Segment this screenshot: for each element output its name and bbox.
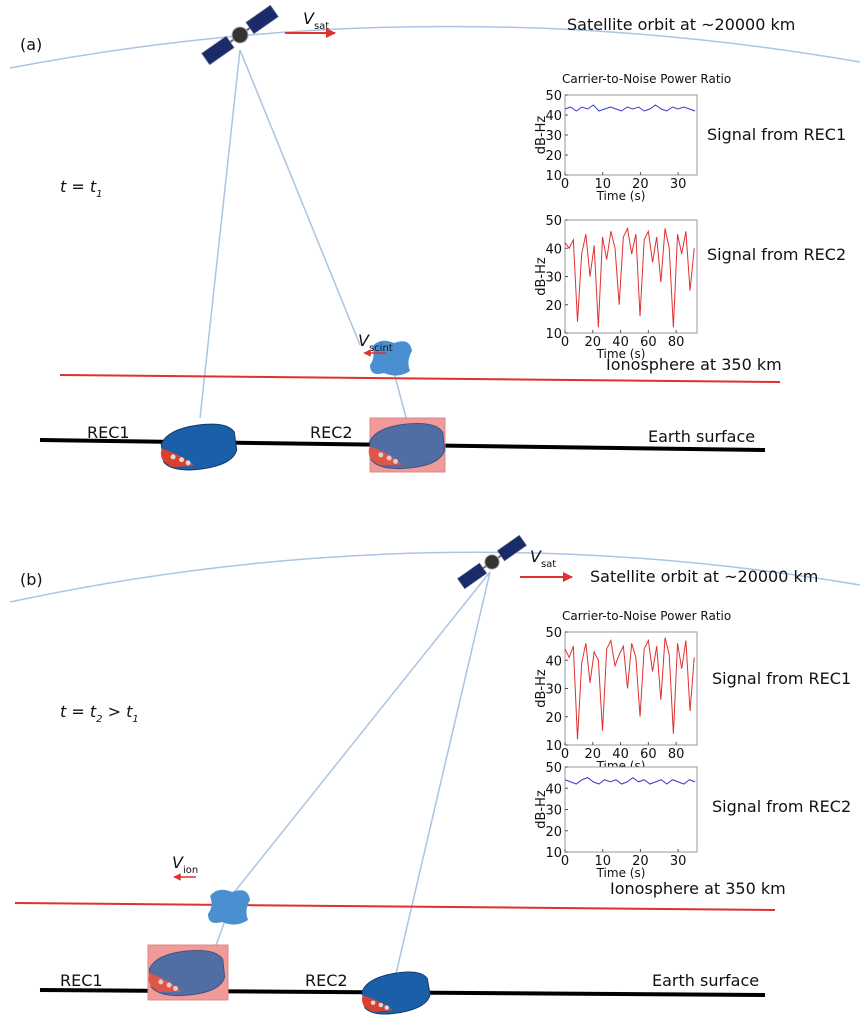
receiver-label: REC2 — [310, 423, 353, 442]
signal-line — [564, 226, 695, 328]
y-tick-label: 50 — [545, 89, 562, 104]
x-tick-label: 0 — [561, 747, 569, 762]
time-label: t = t2 > t1 — [60, 702, 139, 725]
y-tick-label: 40 — [545, 654, 562, 669]
x-tick-label: 40 — [612, 747, 629, 762]
t: t = t — [60, 702, 97, 721]
signal-label: Signal from REC2 — [712, 797, 851, 816]
y-tick-label: 40 — [545, 242, 562, 257]
velocity-label: Vsat — [530, 547, 556, 570]
x-tick-label: 10 — [594, 854, 611, 869]
signal-label: Signal from REC2 — [707, 245, 846, 264]
t: > t — [103, 702, 134, 721]
y-tick-label: 10 — [545, 169, 562, 184]
y-tick-label: 30 — [545, 804, 562, 819]
y-tick-label: 20 — [545, 711, 562, 726]
x-tick-label: 60 — [640, 335, 657, 350]
panel-a: (a) Vsat Satellite orbit at ~20000 km t … — [9, 3, 861, 475]
x-tick-label: 20 — [585, 747, 602, 762]
y-tick-label: 30 — [545, 683, 562, 698]
signal-label: Signal from REC1 — [707, 125, 846, 144]
plot-frame — [564, 94, 698, 176]
panel-b: (b) Vsat Satellite orbit at ~20000 km t … — [9, 533, 861, 1020]
ionosphere-label: Ionosphere at 350 km — [610, 879, 786, 898]
y-tick-label: 20 — [545, 825, 562, 840]
earth-label: Earth surface — [652, 971, 759, 990]
t: t = t — [60, 177, 97, 196]
y-axis-label: dB-Hz — [534, 790, 549, 829]
v: V — [172, 853, 184, 872]
time-label: t = t1 — [60, 177, 103, 200]
velocity-label: Vscint — [358, 331, 393, 354]
signal-line — [564, 776, 696, 785]
y-tick-label: 30 — [545, 129, 562, 144]
y-axis-label: dB-Hz — [534, 669, 549, 708]
y-tick-label: 10 — [545, 739, 562, 754]
earth-label: Earth surface — [648, 427, 755, 446]
x-tick-label: 60 — [640, 747, 657, 762]
chart-title: Carrier-to-Noise Power Ratio — [562, 609, 731, 623]
y-axis-label: dB-Hz — [534, 257, 549, 296]
orbit-label: Satellite orbit at ~20000 km — [590, 567, 818, 586]
x-tick-label: 0 — [561, 335, 569, 350]
plot-frame — [564, 219, 698, 334]
v-sub: scint — [369, 343, 393, 354]
receiver-label: REC1 — [60, 971, 103, 990]
ionosphere-label: Ionosphere at 350 km — [606, 355, 782, 374]
y-tick-label: 10 — [545, 327, 562, 342]
x-axis-label: Time (s) — [596, 189, 646, 203]
t-sub: 1 — [96, 189, 102, 200]
receiver-label: REC2 — [305, 971, 348, 990]
chart-title: Carrier-to-Noise Power Ratio — [562, 72, 731, 86]
x-tick-label: 40 — [612, 335, 629, 350]
velocity-label: Vion — [172, 853, 198, 876]
x-tick-label: 20 — [632, 854, 649, 869]
x-tick-label: 0 — [561, 854, 569, 869]
x-tick-label: 0 — [561, 177, 569, 192]
y-tick-label: 20 — [545, 299, 562, 314]
v: V — [303, 9, 315, 28]
signal-label: Signal from REC1 — [712, 669, 851, 688]
x-tick-label: 10 — [594, 177, 611, 192]
y-tick-label: 20 — [545, 149, 562, 164]
orbit-label: Satellite orbit at ~20000 km — [567, 15, 795, 34]
x-tick-label: 30 — [670, 177, 687, 192]
mini-chart: 10 20 30 40 50 0 20 40 60 80 dB-Hz Time (s) Signal f… — [534, 214, 846, 361]
x-axis-label: Time (s) — [596, 866, 646, 880]
x-tick-label: 30 — [670, 854, 687, 869]
v: V — [530, 547, 542, 566]
y-tick-label: 50 — [545, 761, 562, 776]
panel-label: (a) — [20, 35, 42, 54]
y-tick-label: 40 — [545, 109, 562, 124]
x-tick-label: 80 — [668, 747, 685, 762]
receiver-label: REC1 — [87, 423, 130, 442]
x-axis-label: Time (s) — [596, 347, 646, 361]
v-sub: ion — [183, 865, 198, 876]
velocity-label: Vsat — [303, 9, 329, 32]
panel-label: (b) — [20, 570, 43, 589]
y-tick-label: 30 — [545, 271, 562, 286]
t-sub: 2 — [96, 714, 102, 725]
v-sub: sat — [314, 21, 329, 32]
y-tick-label: 40 — [545, 782, 562, 797]
y-tick-label: 50 — [545, 626, 562, 641]
signal-line — [564, 104, 696, 112]
y-tick-label: 50 — [545, 214, 562, 229]
x-tick-label: 20 — [585, 335, 602, 350]
t-sub: 1 — [132, 714, 138, 725]
x-tick-label: 80 — [668, 335, 685, 350]
v: V — [358, 331, 370, 350]
plot-frame — [564, 766, 698, 853]
y-tick-label: 10 — [545, 846, 562, 861]
v-sub: sat — [541, 559, 556, 570]
signal-line — [564, 637, 695, 740]
y-axis-label: dB-Hz — [534, 116, 549, 155]
x-tick-label: 20 — [632, 177, 649, 192]
